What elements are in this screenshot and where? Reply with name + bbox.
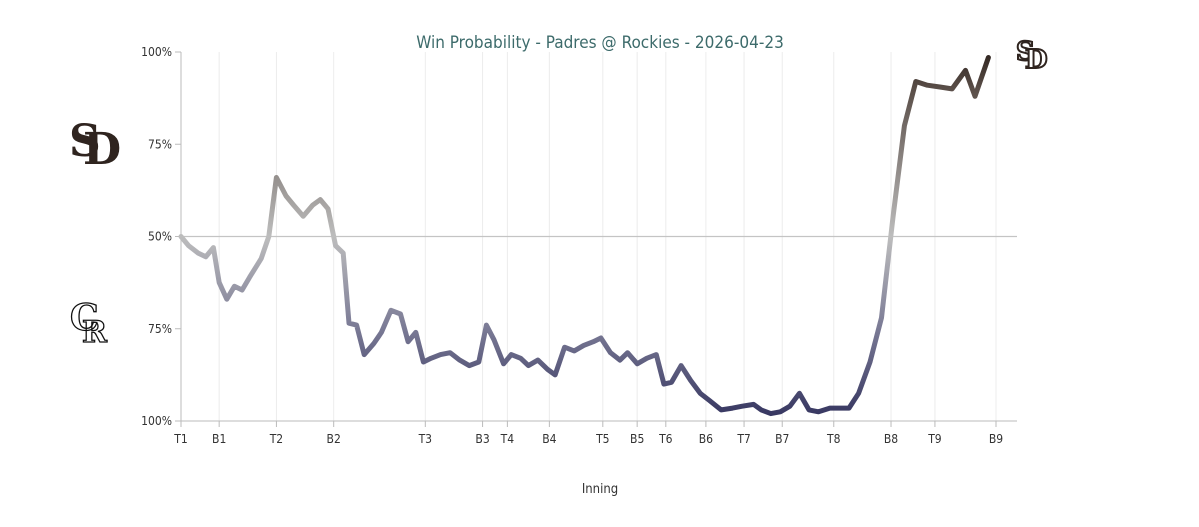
x-tick-label: B6 (699, 432, 713, 446)
x-tick-label: T3 (418, 432, 432, 446)
x-tick-label: T8 (826, 432, 841, 446)
y-tick-label: 50% (148, 230, 172, 244)
x-tick-label: B8 (884, 432, 898, 446)
padres-end-logo: S D (1015, 36, 1049, 76)
padres-end-logo-s: S (1016, 37, 1035, 67)
chart-title: Win Probability - Padres @ Rockies - 202… (416, 33, 784, 53)
x-tick-label: T4 (500, 432, 515, 446)
x-tick-label: B7 (775, 432, 789, 446)
x-tick-label: T2 (269, 432, 283, 446)
x-tick-label: T9 (927, 432, 942, 446)
y-axis: 100% 75% 50% 75% 100% (141, 45, 182, 428)
padres-end-logo-d: D (1025, 45, 1048, 75)
x-axis-title: Inning (582, 482, 618, 497)
padres-logo: S D (69, 116, 121, 175)
x-tick-label: T1 (173, 432, 187, 446)
x-tick-label: B4 (542, 432, 556, 446)
x-tick-label: T7 (736, 432, 750, 446)
x-axis: T1 B1 T2 B2 T3 B3 T4 B4 T5 B5 T6 B6 T7 B7 T8 B8 T9 B9 (173, 420, 1017, 446)
x-tick-label: B2 (327, 432, 341, 446)
x-tick-label: T6 (658, 432, 673, 446)
x-tick-label: B9 (989, 432, 1003, 446)
x-tick-label: T5 (595, 432, 609, 446)
y-tick-label: 75% (148, 137, 172, 151)
rockies-logo-c: C (70, 297, 99, 339)
y-tick-label: 100% (141, 414, 172, 428)
x-tick-label: B5 (630, 432, 644, 446)
grid (180, 52, 1017, 421)
y-tick-label: 100% (141, 45, 172, 59)
y-tick-label: 75% (148, 322, 172, 336)
x-tick-label: B1 (212, 432, 226, 446)
x-tick-label: B3 (475, 432, 489, 446)
padres-logo-d: D (83, 124, 121, 175)
rockies-logo-r: R (82, 315, 108, 350)
rockies-logo: C R (69, 296, 108, 350)
win-probability-line (178, 55, 991, 417)
